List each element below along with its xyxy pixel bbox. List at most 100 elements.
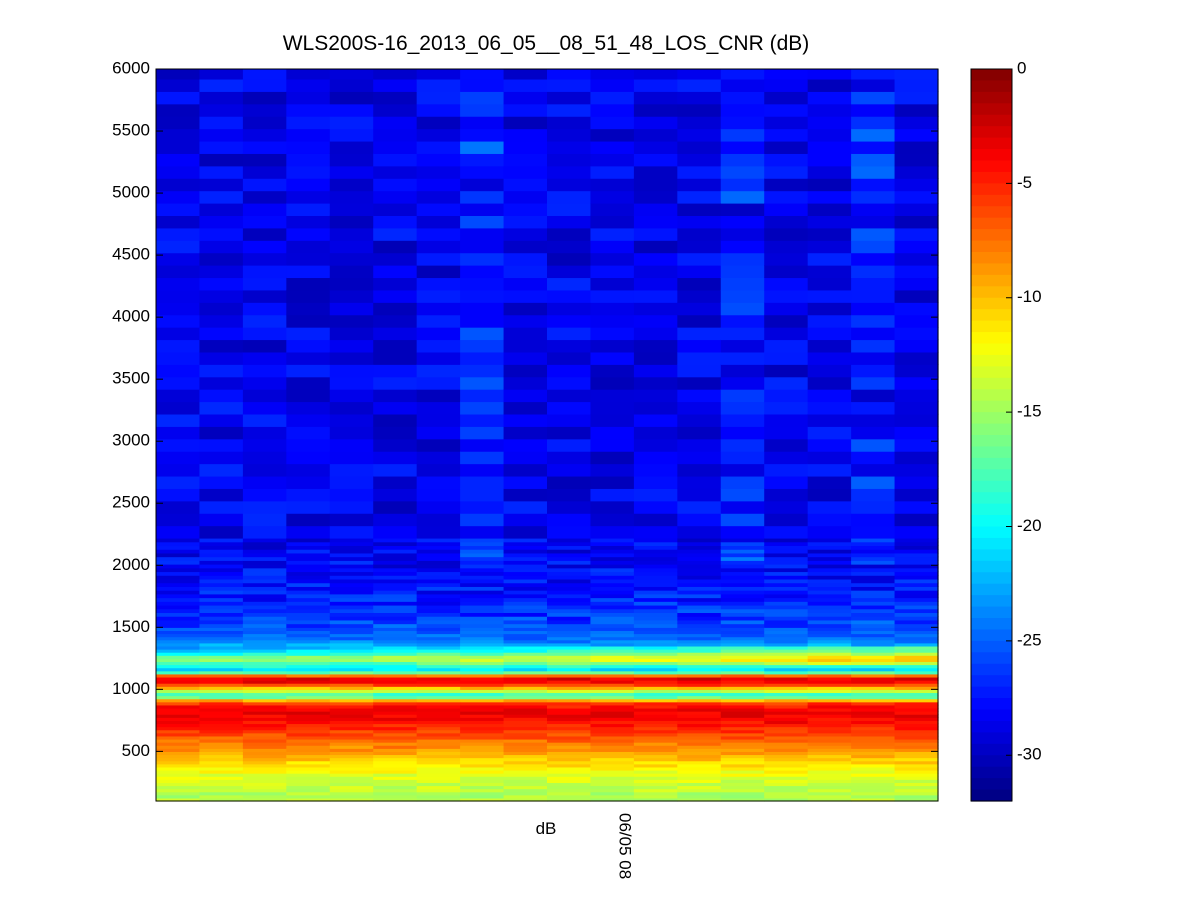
- heatmap-cell: [677, 726, 722, 731]
- heatmap-cell: [373, 552, 418, 558]
- heatmap-cell: [547, 720, 592, 725]
- heatmap-cell: [547, 541, 592, 547]
- heatmap-cell: [460, 549, 505, 554]
- heatmap-cell: [851, 673, 896, 678]
- heatmap-cell: [590, 289, 635, 303]
- heatmap-cell: [199, 451, 244, 465]
- heatmap-cell: [460, 545, 505, 550]
- heatmap-cell: [590, 78, 635, 92]
- heatmap-cell: [156, 676, 201, 681]
- heatmap-cell: [720, 689, 765, 694]
- heatmap-cell: [720, 376, 765, 390]
- heatmap-cell: [286, 69, 331, 80]
- heatmap-cell: [633, 652, 678, 656]
- y-tick-label: 3500: [112, 369, 150, 388]
- heatmap-cell: [633, 593, 678, 599]
- heatmap-cell: [286, 636, 331, 641]
- heatmap-cell: [764, 302, 809, 316]
- heatmap-cell: [894, 438, 939, 452]
- colorbar-swatch: [971, 80, 1012, 93]
- heatmap-cell: [156, 754, 201, 759]
- heatmap-cell: [590, 779, 635, 783]
- heatmap-cell: [633, 597, 678, 602]
- heatmap-cell: [764, 582, 809, 587]
- heatmap-cell: [547, 593, 592, 599]
- heatmap-cell: [373, 616, 418, 621]
- heatmap-cell: [242, 153, 287, 167]
- heatmap-cell: [199, 560, 244, 565]
- heatmap-cell: [633, 314, 678, 328]
- heatmap-cell: [373, 438, 418, 452]
- heatmap-cell: [807, 190, 852, 204]
- heatmap-cell: [894, 695, 939, 700]
- heatmap-cell: [677, 788, 722, 793]
- heatmap-cell: [764, 667, 809, 672]
- heatmap-cell: [416, 438, 461, 452]
- heatmap-cell: [156, 704, 201, 709]
- heatmap-cell: [547, 525, 592, 539]
- heatmap-cell: [199, 645, 244, 650]
- heatmap-cell: [242, 627, 287, 632]
- heatmap-cell: [547, 91, 592, 105]
- heatmap-cell: [677, 751, 722, 756]
- heatmap-cell: [416, 680, 461, 684]
- heatmap-cell: [503, 773, 548, 777]
- heatmap-cell: [156, 426, 201, 440]
- heatmap-cell: [199, 698, 244, 703]
- heatmap-cell: [460, 69, 505, 80]
- heatmap-cell: [286, 475, 331, 489]
- heatmap-cell: [373, 413, 418, 427]
- heatmap-cell: [720, 673, 765, 678]
- heatmap-cell: [156, 376, 201, 390]
- heatmap-cell: [547, 513, 592, 527]
- heatmap-cell: [547, 627, 592, 632]
- heatmap-cell: [807, 763, 852, 768]
- heatmap-cell: [677, 549, 722, 554]
- heatmap-cell: [851, 707, 896, 712]
- heatmap-cell: [503, 364, 548, 378]
- heatmap-cell: [329, 658, 374, 663]
- heatmap-cell: [547, 475, 592, 489]
- heatmap-cell: [503, 178, 548, 192]
- heatmap-cell: [242, 723, 287, 728]
- heatmap-cell: [677, 215, 722, 229]
- heatmap-cell: [286, 401, 331, 415]
- heatmap-cell: [242, 413, 287, 427]
- heatmap-cell: [242, 178, 287, 192]
- heatmap-cell: [199, 426, 244, 440]
- heatmap-cell: [764, 545, 809, 550]
- heatmap-cell: [460, 742, 505, 746]
- heatmap-cell: [547, 655, 592, 659]
- heatmap-cell: [807, 642, 852, 647]
- heatmap-cell: [286, 426, 331, 440]
- heatmap-cell: [807, 754, 852, 759]
- heatmap-cell: [416, 302, 461, 316]
- heatmap-cell: [720, 633, 765, 638]
- heatmap-cell: [199, 707, 244, 712]
- heatmap-cell: [764, 552, 809, 558]
- heatmap-cell: [720, 627, 765, 632]
- heatmap-cell: [547, 389, 592, 403]
- heatmap-cell: [764, 289, 809, 303]
- heatmap-cell: [286, 252, 331, 266]
- heatmap-cell: [590, 265, 635, 279]
- heatmap-cell: [416, 673, 461, 678]
- heatmap-cell: [894, 612, 939, 617]
- heatmap-cell: [286, 652, 331, 656]
- heatmap-cell: [286, 601, 331, 606]
- heatmap-cell: [242, 726, 287, 731]
- heatmap-cell: [547, 779, 592, 783]
- heatmap-cell: [851, 91, 896, 105]
- heatmap-cell: [416, 289, 461, 303]
- heatmap-cell: [720, 277, 765, 291]
- heatmap-cell: [764, 463, 809, 477]
- heatmap-cell: [764, 636, 809, 641]
- heatmap-cell: [329, 633, 374, 638]
- heatmap-cell: [807, 488, 852, 502]
- heatmap-cell: [156, 277, 201, 291]
- heatmap-cell: [807, 289, 852, 303]
- heatmap-cell: [156, 215, 201, 229]
- heatmap-cell: [764, 571, 809, 576]
- heatmap-cell: [329, 732, 374, 737]
- heatmap-cell: [329, 413, 374, 427]
